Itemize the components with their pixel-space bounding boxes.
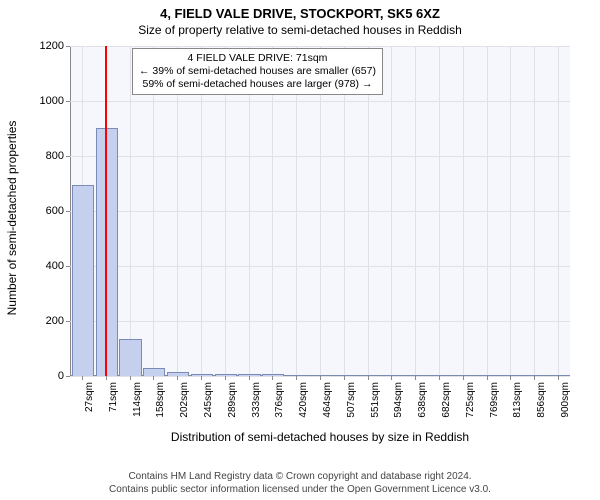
x-tick-label: 289sqm bbox=[225, 376, 238, 418]
grid-line-v bbox=[534, 46, 535, 376]
grid-line-v bbox=[130, 46, 131, 376]
grid-line-v bbox=[249, 46, 250, 376]
grid-line-v bbox=[320, 46, 321, 376]
x-tick-label: 594sqm bbox=[391, 376, 404, 418]
x-tick-label: 856sqm bbox=[534, 376, 547, 418]
x-tick-label: 507sqm bbox=[344, 376, 357, 418]
credits: Contains HM Land Registry data © Crown c… bbox=[0, 471, 600, 496]
chart-container: { "title_main": "4, FIELD VALE DRIVE, ST… bbox=[0, 0, 600, 500]
annotation-line: ← 39% of semi-detached houses are smalle… bbox=[139, 65, 376, 78]
grid-line-v bbox=[510, 46, 511, 376]
chart-title-main: 4, FIELD VALE DRIVE, STOCKPORT, SK5 6XZ bbox=[0, 0, 600, 21]
x-axis-label: Distribution of semi-detached houses by … bbox=[70, 430, 570, 444]
grid-line-v bbox=[368, 46, 369, 376]
chart-title-sub: Size of property relative to semi-detach… bbox=[0, 21, 600, 37]
x-tick-label: 638sqm bbox=[415, 376, 428, 418]
x-tick-label: 158sqm bbox=[153, 376, 166, 418]
x-tick-label: 245sqm bbox=[201, 376, 214, 418]
bar bbox=[119, 339, 141, 376]
y-tick-label: 1200 bbox=[40, 40, 70, 52]
grid-line-v bbox=[344, 46, 345, 376]
annotation-box: 4 FIELD VALE DRIVE: 71sqm← 39% of semi-d… bbox=[132, 48, 383, 95]
bar bbox=[96, 128, 118, 377]
grid-line-v bbox=[296, 46, 297, 376]
x-tick-label: 333sqm bbox=[249, 376, 262, 418]
grid-line-v bbox=[463, 46, 464, 376]
marker-line bbox=[105, 46, 107, 376]
annotation-line: 59% of semi-detached houses are larger (… bbox=[139, 78, 376, 91]
y-tick-label: 800 bbox=[46, 150, 70, 162]
x-tick-label: 376sqm bbox=[272, 376, 285, 418]
y-tick-label: 1000 bbox=[40, 95, 70, 107]
grid-line-v bbox=[391, 46, 392, 376]
annotation-line: 4 FIELD VALE DRIVE: 71sqm bbox=[139, 52, 376, 65]
grid-line-v bbox=[201, 46, 202, 376]
x-tick-label: 682sqm bbox=[439, 376, 452, 418]
y-axis-label: Number of semi-detached properties bbox=[5, 53, 19, 383]
grid-line-v bbox=[272, 46, 273, 376]
grid-line-v bbox=[439, 46, 440, 376]
y-tick-label: 200 bbox=[46, 315, 70, 327]
bar bbox=[72, 185, 94, 376]
grid-line-v bbox=[153, 46, 154, 376]
x-tick-label: 114sqm bbox=[130, 376, 143, 417]
x-tick-label: 27sqm bbox=[82, 376, 95, 412]
y-tick-label: 400 bbox=[46, 260, 70, 272]
credits-line-1: Contains HM Land Registry data © Crown c… bbox=[0, 471, 600, 484]
plot-area: 02004006008001000120027sqm71sqm114sqm158… bbox=[70, 46, 570, 376]
grid-line-v bbox=[558, 46, 559, 376]
y-tick-label: 600 bbox=[46, 205, 70, 217]
x-tick-label: 725sqm bbox=[463, 376, 476, 418]
grid-line-v bbox=[225, 46, 226, 376]
x-tick-label: 769sqm bbox=[487, 376, 500, 418]
grid-line-v bbox=[487, 46, 488, 376]
x-tick-label: 464sqm bbox=[320, 376, 333, 418]
x-tick-label: 551sqm bbox=[368, 376, 381, 418]
x-tick-label: 71sqm bbox=[106, 376, 119, 412]
grid-line-v bbox=[415, 46, 416, 376]
x-tick-label: 420sqm bbox=[296, 376, 309, 418]
grid-line-v bbox=[177, 46, 178, 376]
bar bbox=[143, 368, 165, 376]
x-tick-label: 813sqm bbox=[510, 376, 523, 418]
x-tick-label: 202sqm bbox=[177, 376, 190, 418]
x-tick-label: 900sqm bbox=[558, 376, 571, 418]
credits-line-2: Contains public sector information licen… bbox=[0, 484, 600, 497]
y-tick-label: 0 bbox=[58, 370, 70, 382]
